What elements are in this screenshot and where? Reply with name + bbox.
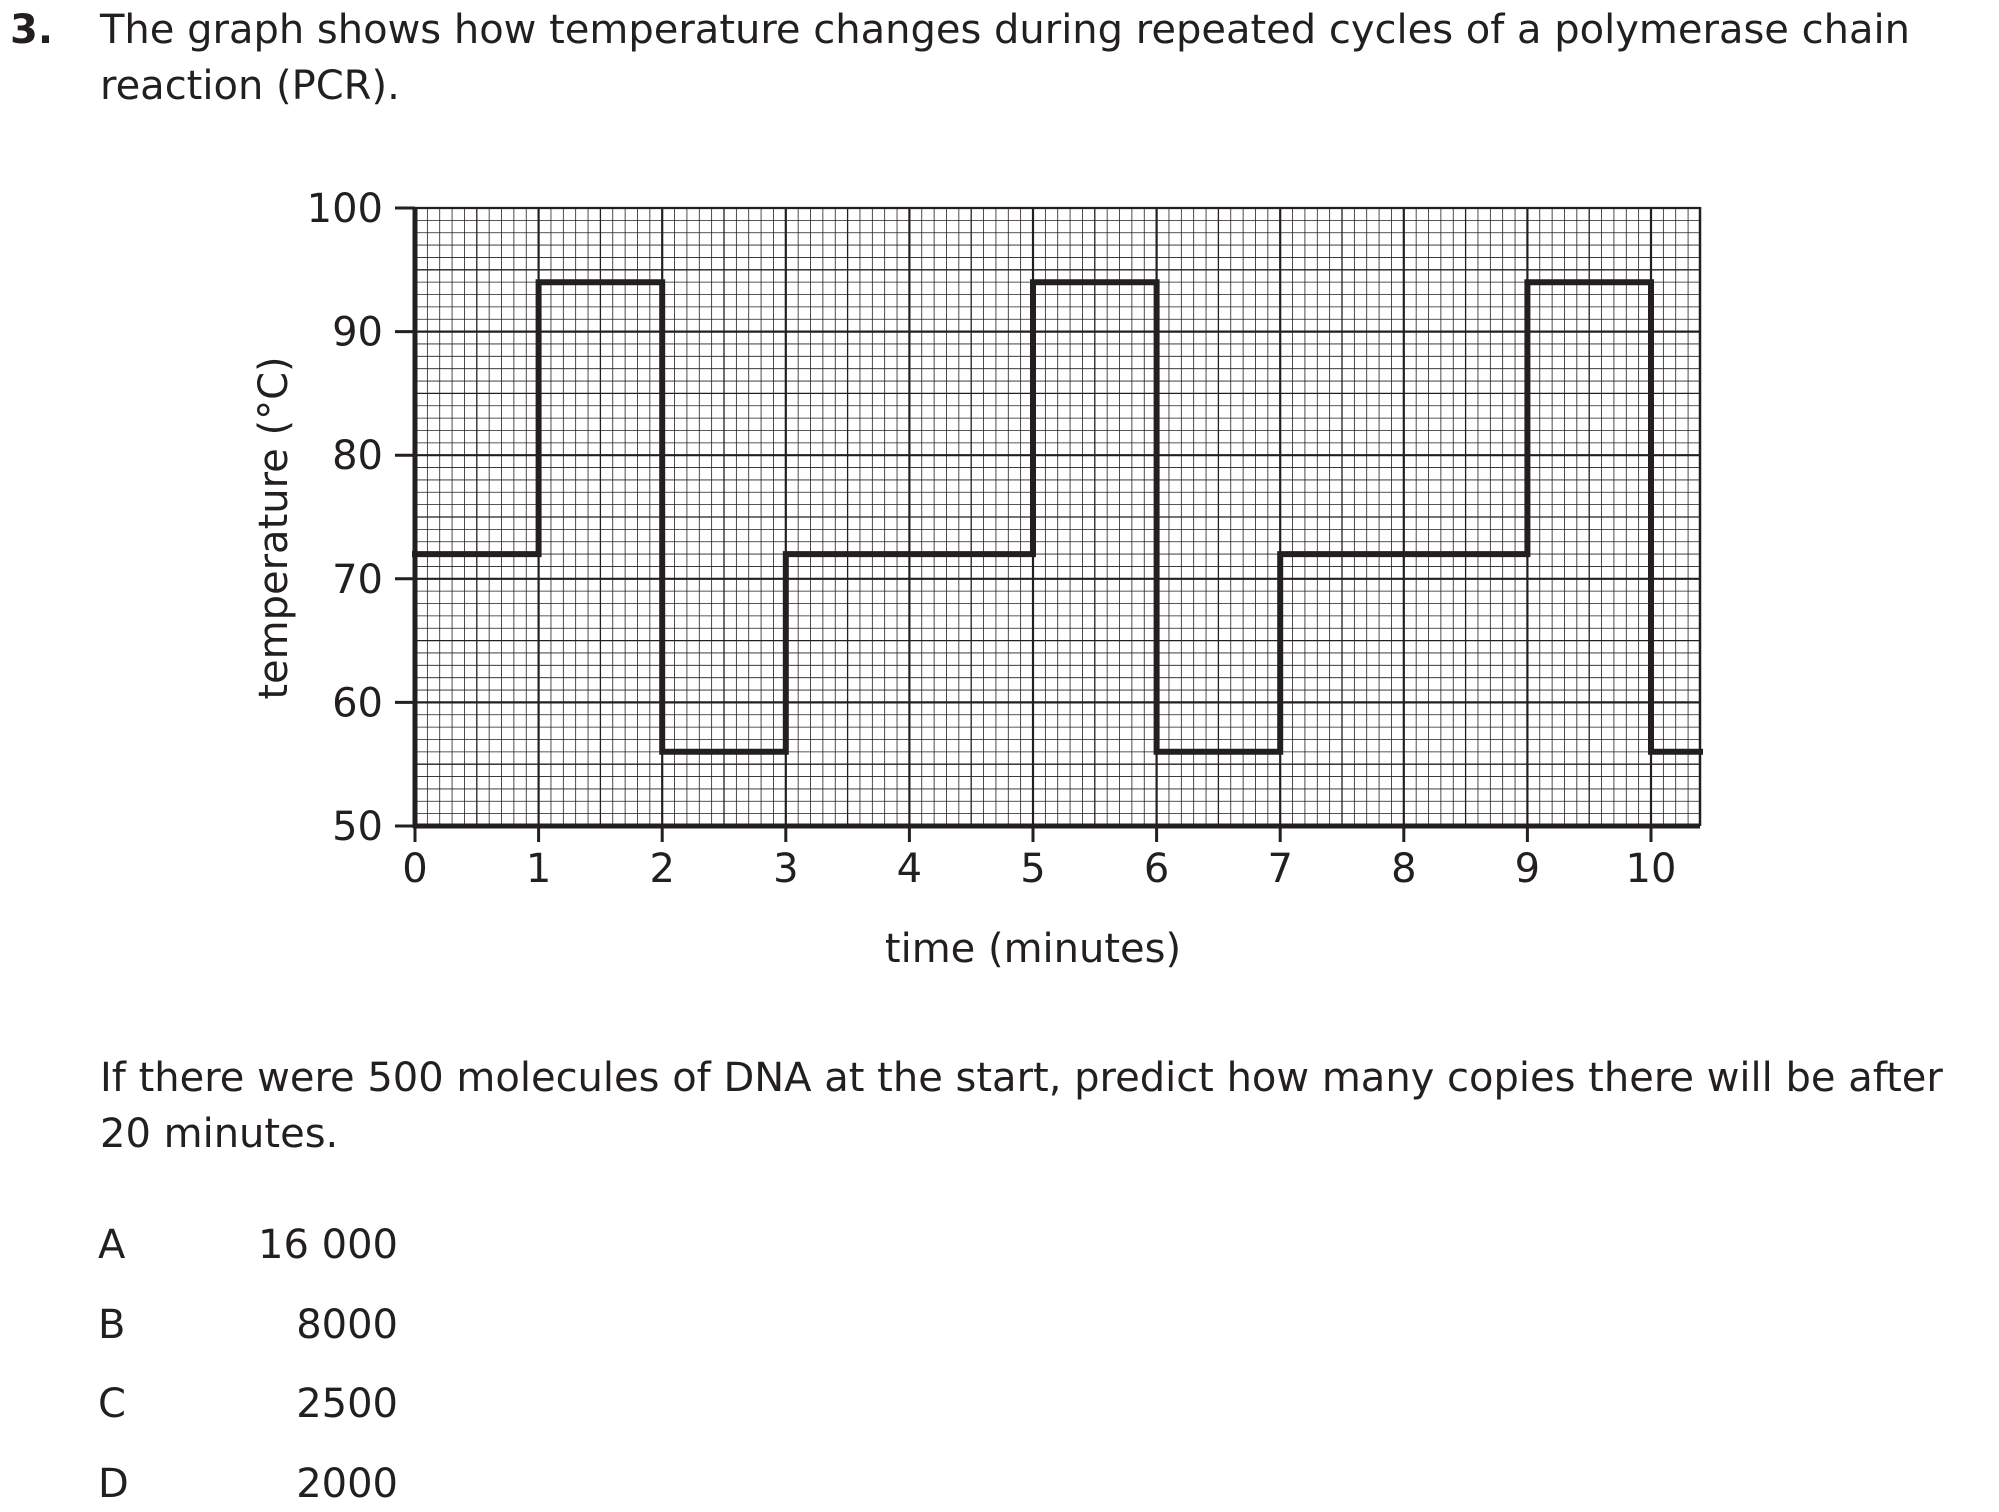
x-axis-label: time (minutes) (885, 926, 1181, 972)
x-tick-label: 4 (897, 846, 922, 892)
x-tick-label: 5 (1020, 846, 1045, 892)
x-tick-label: 0 (402, 846, 427, 892)
option-a[interactable]: A 16 000 (98, 1217, 398, 1273)
y-tick-labels: 50 60 70 80 90 100 (307, 186, 383, 850)
option-value: 8000 (296, 1302, 398, 1348)
option-b[interactable]: B 8000 (98, 1297, 398, 1353)
y-tick-label: 70 (332, 557, 383, 603)
y-tick-label: 80 (332, 433, 383, 479)
option-letter: B (98, 1302, 126, 1348)
option-c[interactable]: C 2500 (98, 1376, 398, 1432)
option-value: 2500 (296, 1381, 398, 1427)
question-stem: The graph shows how temperature changes … (100, 7, 1910, 109)
option-value: 16 000 (258, 1222, 398, 1268)
option-letter: A (98, 1222, 126, 1268)
x-tick-labels: 0 1 2 3 4 5 6 7 8 9 10 (402, 846, 1676, 892)
x-tick-label: 1 (526, 846, 551, 892)
x-tick-label: 8 (1391, 846, 1416, 892)
y-tick-label: 90 (332, 310, 383, 356)
x-tick-label: 3 (773, 846, 798, 892)
temperature-series-line (412, 279, 1703, 755)
pcr-temperature-chart: 0 1 2 3 4 5 6 7 8 9 10 50 60 70 80 90 100 time (minutes… (251, 186, 1703, 972)
question-number: 3. (10, 7, 54, 53)
x-tick-label: 2 (649, 846, 674, 892)
x-tick-label: 10 (1626, 846, 1677, 892)
axes (395, 206, 1700, 842)
y-tick-label: 50 (332, 804, 383, 850)
y-tick-label: 60 (332, 680, 383, 726)
x-tick-label: 9 (1515, 846, 1540, 892)
option-letter: C (98, 1381, 126, 1427)
option-value: 2000 (296, 1461, 398, 1507)
x-tick-label: 6 (1144, 846, 1169, 892)
minor-gridlines (415, 208, 1700, 826)
x-tick-label: 7 (1267, 846, 1292, 892)
y-tick-label: 100 (307, 186, 383, 232)
option-letter: D (98, 1461, 129, 1507)
option-d[interactable]: D 2000 (98, 1456, 398, 1512)
question-prompt: If there were 500 molecules of DNA at th… (100, 1055, 1943, 1157)
y-axis-label: temperature (°C) (251, 356, 297, 699)
